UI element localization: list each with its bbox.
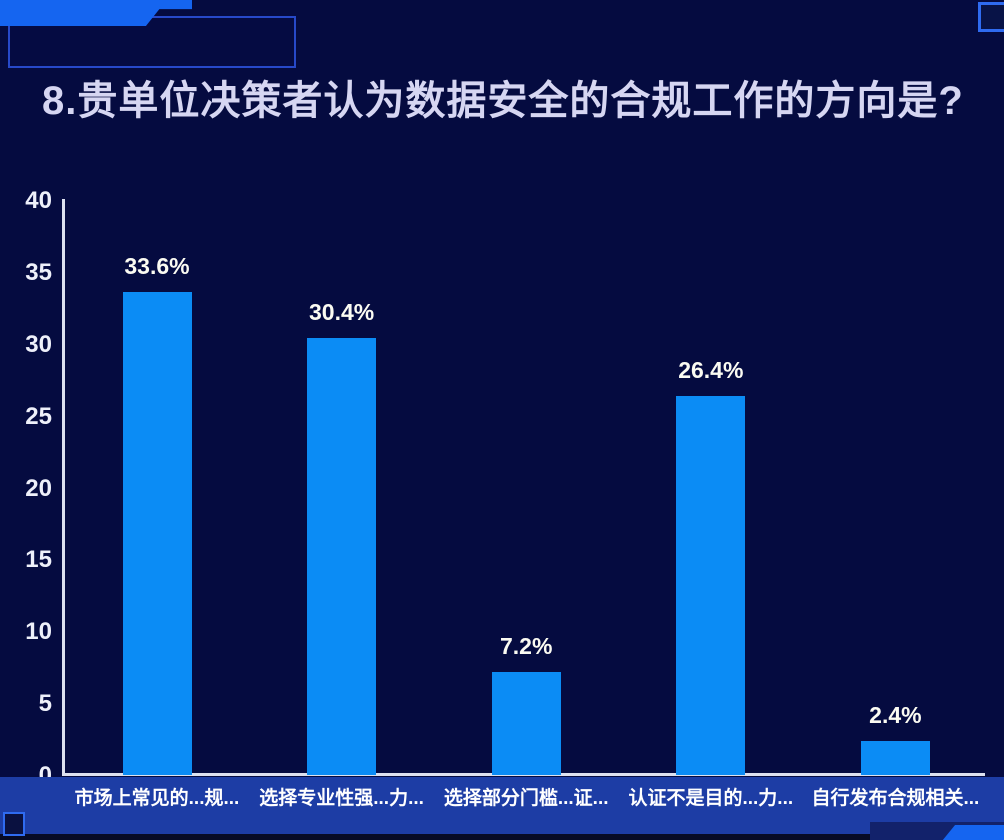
y-tick-label: 15: [25, 546, 52, 574]
y-axis-ticks: 0 5 10 15 20 25 30 35 40: [0, 187, 52, 789]
y-tick-label: 10: [25, 618, 52, 646]
bar-2: [307, 338, 377, 775]
x-category-label: 认证不是目的...力...: [628, 788, 794, 809]
y-tick-label: 5: [38, 690, 52, 718]
y-axis-line: [62, 199, 65, 776]
y-tick-label: 35: [25, 258, 52, 286]
x-category-label: 选择专业性强...力...: [259, 788, 424, 809]
bar-3: [491, 671, 561, 775]
y-tick-label: 20: [25, 474, 52, 502]
bar-4: [676, 395, 746, 775]
x-category-label: 自行发布合规相关...: [811, 788, 980, 809]
y-tick-label: 30: [25, 330, 52, 358]
top-right-square-decoration: [978, 2, 1004, 32]
bar-1: [122, 292, 192, 775]
bottom-left-square-decoration: [3, 812, 25, 836]
bar-value-label: 26.4%: [678, 356, 744, 383]
plot-area: 33.6% 30.4% 7.2% 26.4% 2.4%: [62, 200, 985, 775]
x-axis-labels: 市场上常见的...规... 选择专业性强...力... 选择部分门槛...证... 认…: [0, 781, 1004, 821]
y-tick-label: 40: [25, 187, 52, 214]
x-axis-label-band: [0, 777, 1004, 834]
bottom-strip-decoration: [0, 834, 1004, 840]
x-category-label: 选择部分门槛...证...: [443, 788, 609, 809]
bar-value-label: 2.4%: [869, 701, 922, 728]
bar-value-label: 33.6%: [124, 253, 190, 279]
y-tick-label: 25: [25, 402, 52, 430]
bottom-right-flag-decoration: [942, 825, 1004, 840]
bar-value-label: 7.2%: [499, 632, 553, 659]
x-category-label: 市场上常见的...规...: [74, 788, 240, 809]
bar-5: [860, 740, 930, 775]
page-title: 8.贵单位决策者认为数据安全的合规工作的方向是?: [42, 79, 964, 123]
bar-value-label: 30.4%: [308, 299, 375, 325]
